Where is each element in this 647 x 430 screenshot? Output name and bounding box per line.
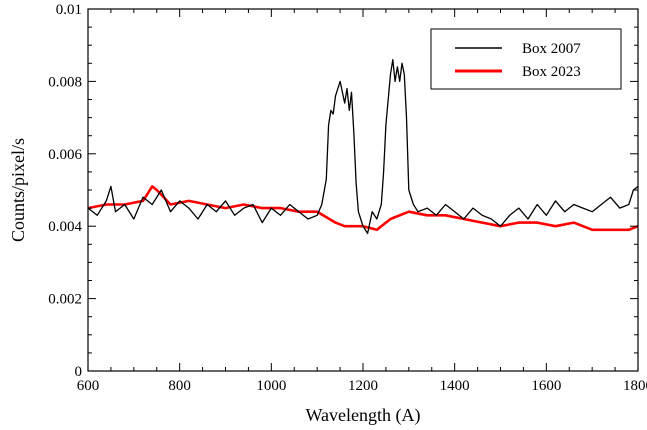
plot-frame bbox=[87, 8, 639, 372]
x-tick-label: 800 bbox=[168, 378, 191, 394]
legend-label-box-2023: Box 2023 bbox=[522, 64, 581, 80]
x-tick-label: 1600 bbox=[531, 378, 561, 394]
y-tick-label: 0.006 bbox=[48, 147, 82, 163]
x-tick-label: 1200 bbox=[348, 378, 378, 394]
series-line-box-2007 bbox=[87, 59, 639, 235]
y-tick-label: 0.01 bbox=[56, 2, 82, 18]
x-tick-label: 1400 bbox=[440, 378, 470, 394]
y-axis-label: Counts/pixel/s bbox=[8, 138, 28, 242]
y-tick-label: 0 bbox=[75, 364, 83, 380]
x-tick-label: 1000 bbox=[256, 378, 286, 394]
legend-label-box-2007: Box 2007 bbox=[522, 41, 581, 57]
y-tick-label: 0.004 bbox=[48, 219, 82, 235]
y-tick-label: 0.008 bbox=[48, 74, 82, 90]
x-axis-label: Wavelength (A) bbox=[305, 405, 420, 426]
legend: Box 2007 Box 2023 bbox=[430, 28, 622, 90]
legend-box bbox=[430, 28, 622, 90]
y-tick-label: 0.002 bbox=[48, 292, 82, 308]
series-layer bbox=[87, 59, 639, 235]
x-tick-label: 600 bbox=[77, 378, 100, 394]
